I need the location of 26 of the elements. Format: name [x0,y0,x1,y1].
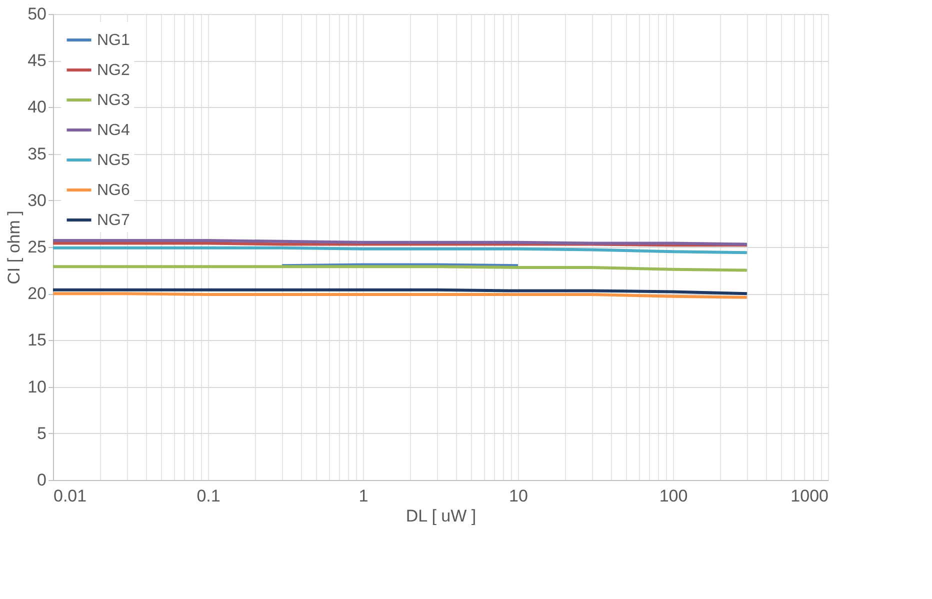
x-tick-label: 10 [509,486,528,506]
legend-label: NG2 [97,62,130,79]
y-tick-label: 50 [28,4,46,24]
y-tick-label: 20 [28,284,46,304]
x-tick-label: 0.1 [196,486,220,506]
legend-label: NG6 [97,182,130,199]
y-tick-label: 35 [28,144,46,164]
legend-label: NG7 [97,212,130,229]
y-tick-label: 5 [37,424,46,443]
y-tick-label: 30 [28,190,46,210]
y-tick-label: 10 [28,377,46,396]
x-axis-title: DL [ uW ] [406,506,476,526]
y-tick-label: 45 [28,51,46,70]
y-axis-title: CI [ ohm ] [4,210,24,284]
legend-label: NG1 [97,32,130,49]
y-tick-label: 15 [28,330,46,350]
x-tick-label: 100 [659,486,688,506]
y-tick-label: 25 [28,238,46,256]
legend-label: NG3 [97,92,130,109]
x-tick-label: 0.01 [54,486,87,506]
y-tick-label: 40 [28,98,46,117]
legend-label: NG4 [97,122,130,139]
legend-label: NG5 [97,152,130,169]
y-tick-label: 0 [37,470,46,490]
x-tick-label: 1 [358,486,368,506]
x-tick-label: 1000 [790,486,828,506]
